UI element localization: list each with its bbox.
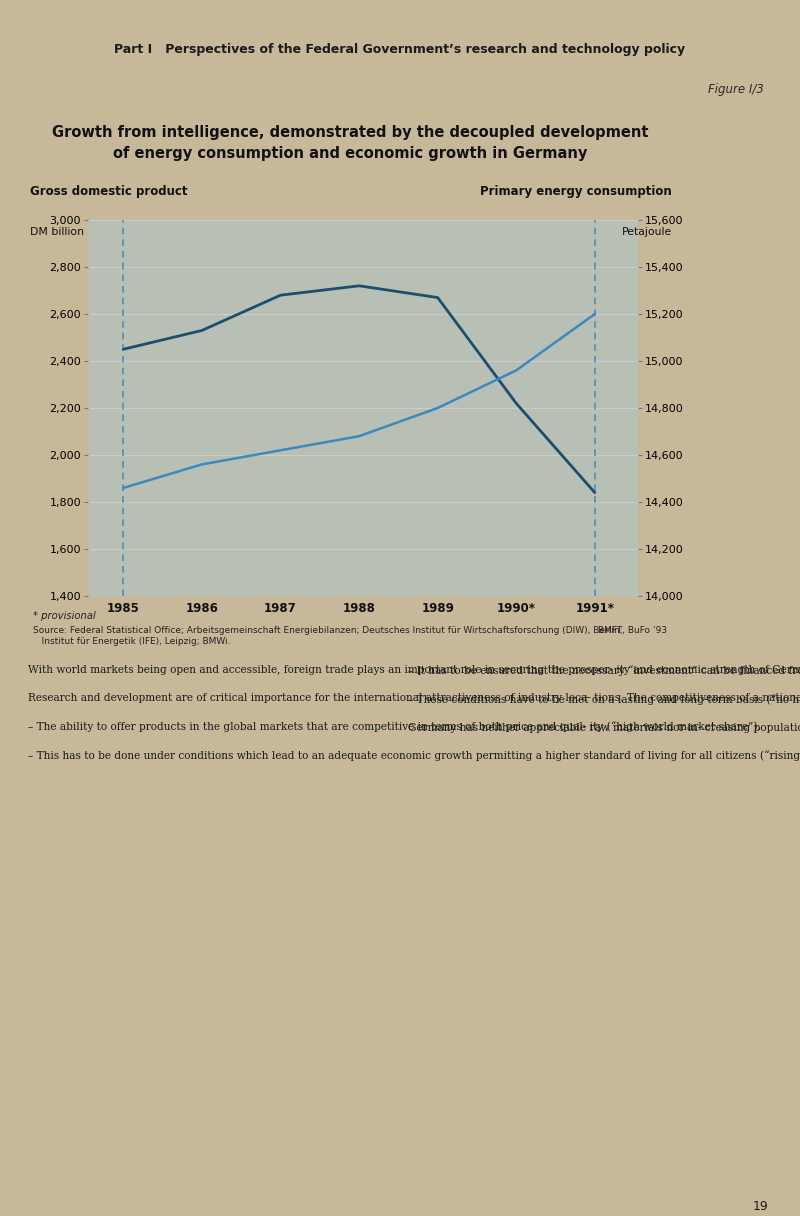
Text: With world markets being open and accessible, foreign trade plays an important r: With world markets being open and access… (28, 665, 800, 761)
Text: Growth from intelligence, demonstrated by the decoupled development
of energy co: Growth from intelligence, demonstrated b… (52, 125, 648, 161)
Text: Source: Federal Statistical Office; Arbeitsgemeinschaft Energiebilanzen; Deutsch: Source: Federal Statistical Office; Arbe… (33, 626, 622, 646)
Text: – It has to be ensured that the necessary “investment” can be financed from dome: – It has to be ensured that the necessar… (408, 665, 800, 733)
Text: 19: 19 (752, 1199, 768, 1212)
Text: Primary energy consumption: Primary energy consumption (480, 185, 672, 198)
Text: Petajoule: Petajoule (622, 227, 672, 237)
Text: DM billion: DM billion (30, 227, 84, 237)
Text: BMFT, BuFo ’93: BMFT, BuFo ’93 (598, 626, 667, 635)
Text: Part I   Perspectives of the Federal Government’s research and technology policy: Part I Perspectives of the Federal Gover… (114, 43, 686, 56)
Text: * provisional: * provisional (33, 610, 95, 620)
Text: Figure I/3: Figure I/3 (708, 84, 764, 96)
Text: Gross domestic product: Gross domestic product (30, 185, 187, 198)
